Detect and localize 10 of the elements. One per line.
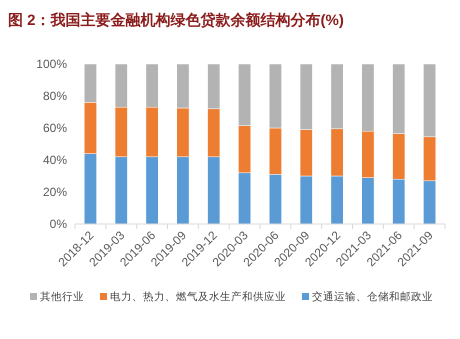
- y-tick-label: 0%: [50, 217, 68, 231]
- y-tick-label: 60%: [42, 121, 68, 135]
- title: 图 2：我国主要金融机构绿色贷款余额结构分布(%): [8, 12, 344, 29]
- y-tick-label: 20%: [42, 185, 68, 199]
- legend-label: 其他行业: [40, 290, 84, 303]
- y-tick-label: 100%: [36, 57, 68, 71]
- y-tick-label: 80%: [42, 89, 68, 103]
- y-tick-label: 40%: [42, 153, 68, 167]
- legend-label: 交通运输、仓储和邮政业: [312, 290, 433, 303]
- legend-label: 电力、热力、燃气及水生产和供应业: [110, 290, 286, 303]
